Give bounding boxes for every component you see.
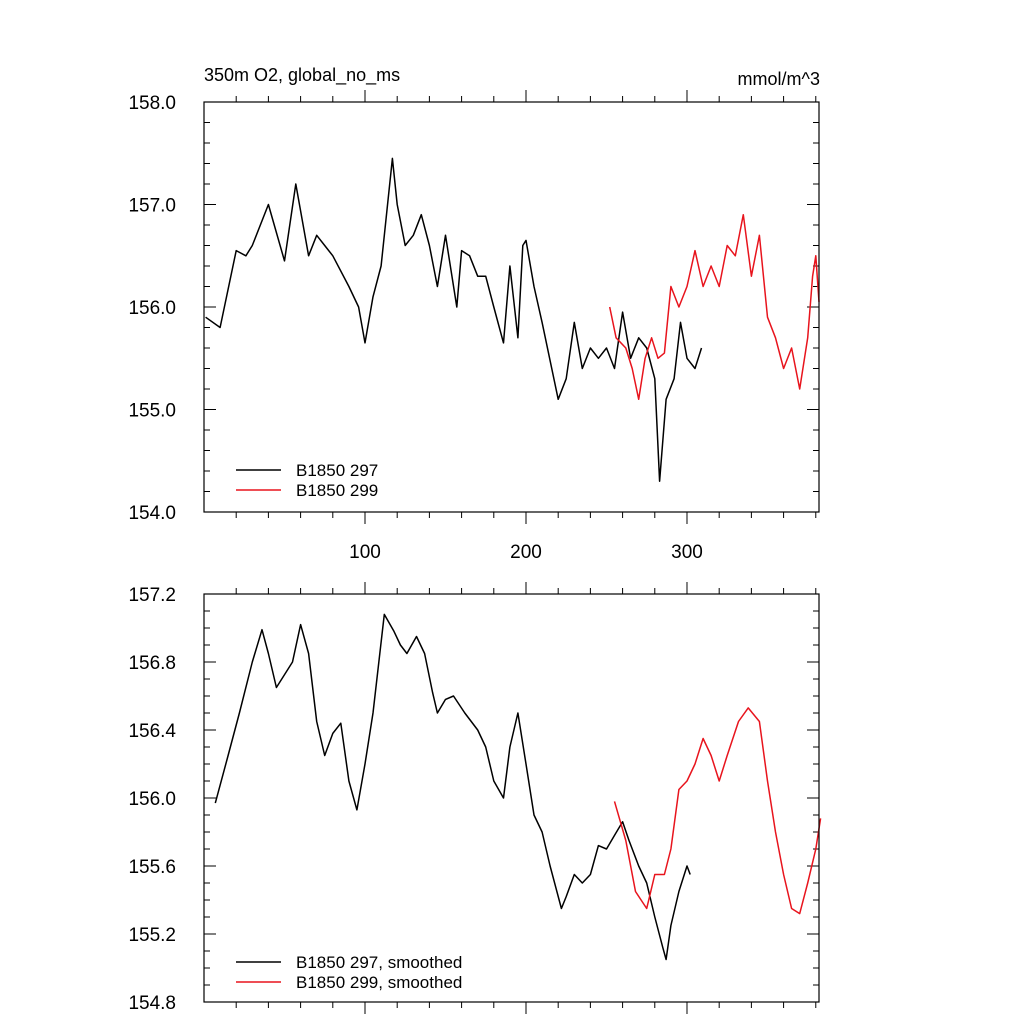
top-panel: 350m O2, global_no_ms mmol/m^3 154.0 155.… [128, 65, 820, 563]
legend-label: B1850 299, smoothed [296, 973, 462, 992]
series-line [613, 707, 822, 915]
bottom-panel: 154.8 155.2 155.6 156.0 156.4 156.8 157.2 B185… [128, 582, 822, 1014]
bottom-panel-series [214, 613, 822, 961]
x-tick-label: 100 [349, 542, 381, 563]
bottom-panel-ticks: 154.8 155.2 155.6 156.0 156.4 156.8 157.2 [128, 582, 819, 1014]
bottom-panel-frame [203, 593, 820, 1003]
y-tick-label: 156.8 [128, 653, 176, 674]
y-tick-label: 156.4 [128, 721, 176, 742]
legend-label: B1850 299 [296, 481, 378, 500]
series-line [205, 157, 703, 482]
series-line [608, 213, 820, 401]
y-tick-label: 156.0 [128, 298, 176, 319]
top-panel-series [205, 157, 820, 482]
y-tick-label: 154.8 [128, 993, 176, 1014]
chart-title: 350m O2, global_no_ms [204, 65, 400, 86]
units-label: mmol/m^3 [738, 69, 820, 89]
y-tick-label: 154.0 [128, 503, 176, 524]
y-tick-label: 155.6 [128, 857, 176, 878]
legend-label: B1850 297 [296, 461, 378, 480]
legend-label: B1850 297, smoothed [296, 953, 462, 972]
y-tick-label: 158.0 [128, 93, 176, 114]
x-tick-label: 300 [671, 542, 703, 563]
top-panel-frame [203, 101, 820, 513]
y-tick-label: 155.2 [128, 925, 176, 946]
y-tick-label: 155.0 [128, 401, 176, 422]
y-tick-label: 157.0 [128, 196, 176, 217]
top-panel-ticks: 154.0 155.0 156.0 157.0 158.0 100 200 300 [128, 90, 819, 563]
x-tick-label: 200 [510, 542, 542, 563]
y-tick-label: 156.0 [128, 789, 176, 810]
series-line [214, 613, 691, 961]
y-tick-label: 157.2 [128, 585, 176, 606]
